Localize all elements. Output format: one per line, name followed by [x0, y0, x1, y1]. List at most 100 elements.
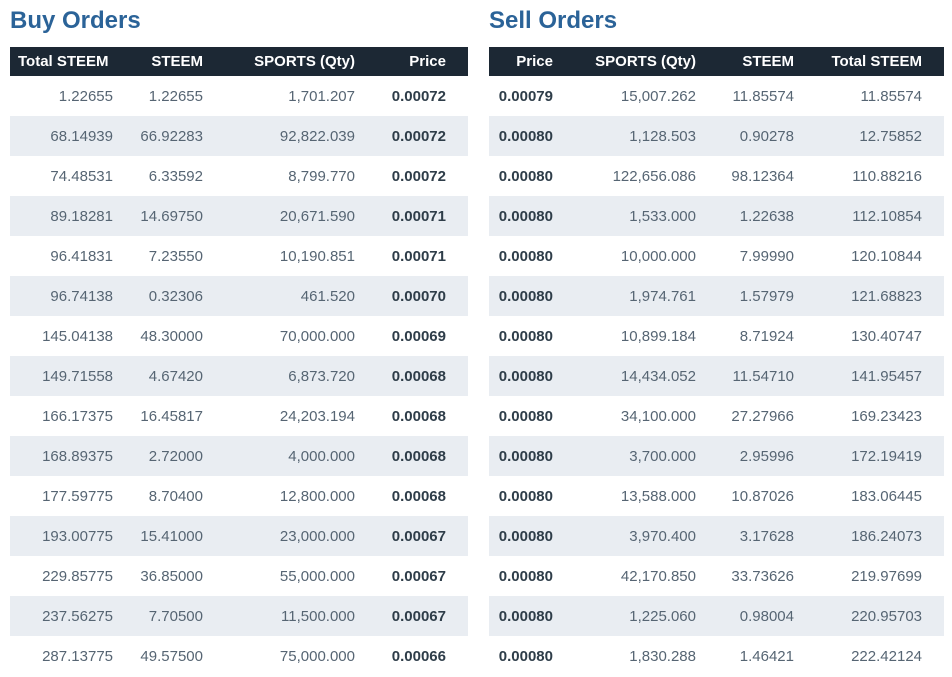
value-cell: 36.85000 [140, 567, 203, 585]
value-cell: 1.57979 [739, 287, 794, 305]
sell-orders-body: 0.00079 15,007.262 11.85574 11.85574 0.00080… [489, 76, 944, 676]
value-cell: 66.92283 [140, 127, 203, 145]
table-row: 145.04138 48.30000 70,000.000 0.00069 [10, 316, 468, 356]
buy-orders-body: 1.22655 1.22655 1,701.207 0.00072 68.14939 66… [10, 76, 468, 676]
value-cell: 287.13775 [42, 647, 113, 665]
price-cell: 0.00066 [391, 647, 446, 665]
value-cell: 12.75852 [859, 127, 922, 145]
value-cell: 166.17375 [42, 407, 113, 425]
value-cell: 96.74138 [50, 287, 113, 305]
price-cell: 0.00072 [391, 87, 446, 105]
value-cell: 42,170.850 [620, 567, 696, 585]
value-cell: 49.57500 [140, 647, 203, 665]
price-cell: 0.00080 [498, 447, 553, 465]
price-cell: 0.00080 [498, 487, 553, 505]
value-cell: 34,100.000 [620, 407, 696, 425]
value-cell: 14,434.052 [620, 367, 696, 385]
price-cell: 0.00080 [498, 207, 553, 225]
table-row: 193.00775 15.41000 23,000.000 0.00067 [10, 516, 468, 556]
table-row: 0.00080 1,225.060 0.98004 220.95703 [489, 596, 944, 636]
table-row: 177.59775 8.70400 12,800.000 0.00068 [10, 476, 468, 516]
price-cell: 0.00080 [498, 607, 553, 625]
value-cell: 229.85775 [42, 567, 113, 585]
table-row: 0.00080 10,000.000 7.99990 120.10844 [489, 236, 944, 276]
value-cell: 15,007.262 [620, 87, 696, 105]
value-cell: 110.88216 [852, 167, 922, 185]
value-cell: 222.42124 [851, 647, 922, 665]
value-cell: 3.17628 [739, 527, 794, 545]
value-cell: 92,822.039 [279, 127, 355, 145]
col-header-price: Price [489, 47, 565, 76]
value-cell: 141.95457 [851, 367, 922, 385]
price-cell: 0.00080 [498, 367, 553, 385]
value-cell: 10,190.851 [279, 247, 355, 265]
price-cell: 0.00080 [498, 167, 553, 185]
buy-orders-title: Buy Orders [10, 7, 141, 34]
value-cell: 2.72000 [148, 447, 203, 465]
value-cell: 12,800.000 [279, 487, 355, 505]
table-row: 149.71558 4.67420 6,873.720 0.00068 [10, 356, 468, 396]
table-row: 168.89375 2.72000 4,000.000 0.00068 [10, 436, 468, 476]
price-cell: 0.00080 [498, 247, 553, 265]
value-cell: 168.89375 [42, 447, 113, 465]
value-cell: 120.10844 [851, 247, 922, 265]
value-cell: 55,000.000 [279, 567, 355, 585]
value-cell: 20,671.590 [279, 207, 355, 225]
value-cell: 33.73626 [731, 567, 794, 585]
col-header-sports-qty: SPORTS (Qty) [565, 47, 708, 76]
value-cell: 1.22655 [58, 87, 113, 105]
price-cell: 0.00068 [391, 487, 446, 505]
value-cell: 219.97699 [851, 567, 922, 585]
table-row: 0.00079 15,007.262 11.85574 11.85574 [489, 76, 944, 116]
value-cell: 0.32306 [148, 287, 203, 305]
price-cell: 0.00080 [498, 127, 553, 145]
table-row: 0.00080 1,128.503 0.90278 12.75852 [489, 116, 944, 156]
table-row: 0.00080 3,700.000 2.95996 172.19419 [489, 436, 944, 476]
value-cell: 145.04138 [42, 327, 113, 345]
value-cell: 1,128.503 [629, 127, 696, 145]
value-cell: 112.10854 [852, 207, 922, 225]
value-cell: 461.520 [300, 287, 355, 305]
table-row: 0.00080 34,100.000 27.27966 169.23423 [489, 396, 944, 436]
value-cell: 16.45817 [140, 407, 203, 425]
value-cell: 149.71558 [42, 367, 113, 385]
price-cell: 0.00068 [391, 447, 446, 465]
value-cell: 48.30000 [140, 327, 203, 345]
value-cell: 7.23550 [148, 247, 203, 265]
table-row: 287.13775 49.57500 75,000.000 0.00066 [10, 636, 468, 676]
price-cell: 0.00072 [391, 127, 446, 145]
price-cell: 0.00071 [391, 247, 446, 265]
buy-orders-header: Total STEEM STEEM SPORTS (Qty) Price [10, 47, 468, 76]
table-row: 0.00080 1,974.761 1.57979 121.68823 [489, 276, 944, 316]
value-cell: 96.41831 [50, 247, 113, 265]
value-cell: 7.70500 [148, 607, 203, 625]
orders-row: Buy Orders Total STEEM STEEM SPORTS (Qty… [10, 6, 944, 676]
table-row: 237.56275 7.70500 11,500.000 0.00067 [10, 596, 468, 636]
value-cell: 177.59775 [42, 487, 113, 505]
value-cell: 6,873.720 [288, 367, 355, 385]
value-cell: 121.68823 [851, 287, 922, 305]
price-cell: 0.00068 [391, 407, 446, 425]
value-cell: 8,799.770 [288, 167, 355, 185]
table-row: 0.00080 14,434.052 11.54710 141.95457 [489, 356, 944, 396]
value-cell: 89.18281 [50, 207, 113, 225]
table-row: 0.00080 42,170.850 33.73626 219.97699 [489, 556, 944, 596]
col-header-sports-qty: SPORTS (Qty) [215, 47, 367, 76]
value-cell: 74.48531 [50, 167, 113, 185]
price-cell: 0.00080 [498, 527, 553, 545]
value-cell: 1.46421 [739, 647, 794, 665]
price-cell: 0.00068 [391, 367, 446, 385]
header-row: Total STEEM STEEM SPORTS (Qty) Price [10, 47, 468, 76]
price-cell: 0.00071 [391, 207, 446, 225]
price-cell: 0.00069 [391, 327, 446, 345]
sell-orders-section: Sell Orders Price SPORTS (Qty) STEEM Tot… [489, 6, 944, 676]
value-cell: 220.95703 [851, 607, 922, 625]
col-header-steem: STEEM [708, 47, 806, 76]
value-cell: 14.69750 [140, 207, 203, 225]
table-row: 96.74138 0.32306 461.520 0.00070 [10, 276, 468, 316]
value-cell: 1,830.288 [629, 647, 696, 665]
value-cell: 193.00775 [42, 527, 113, 545]
value-cell: 11.54710 [732, 367, 794, 385]
value-cell: 98.12364 [731, 167, 794, 185]
